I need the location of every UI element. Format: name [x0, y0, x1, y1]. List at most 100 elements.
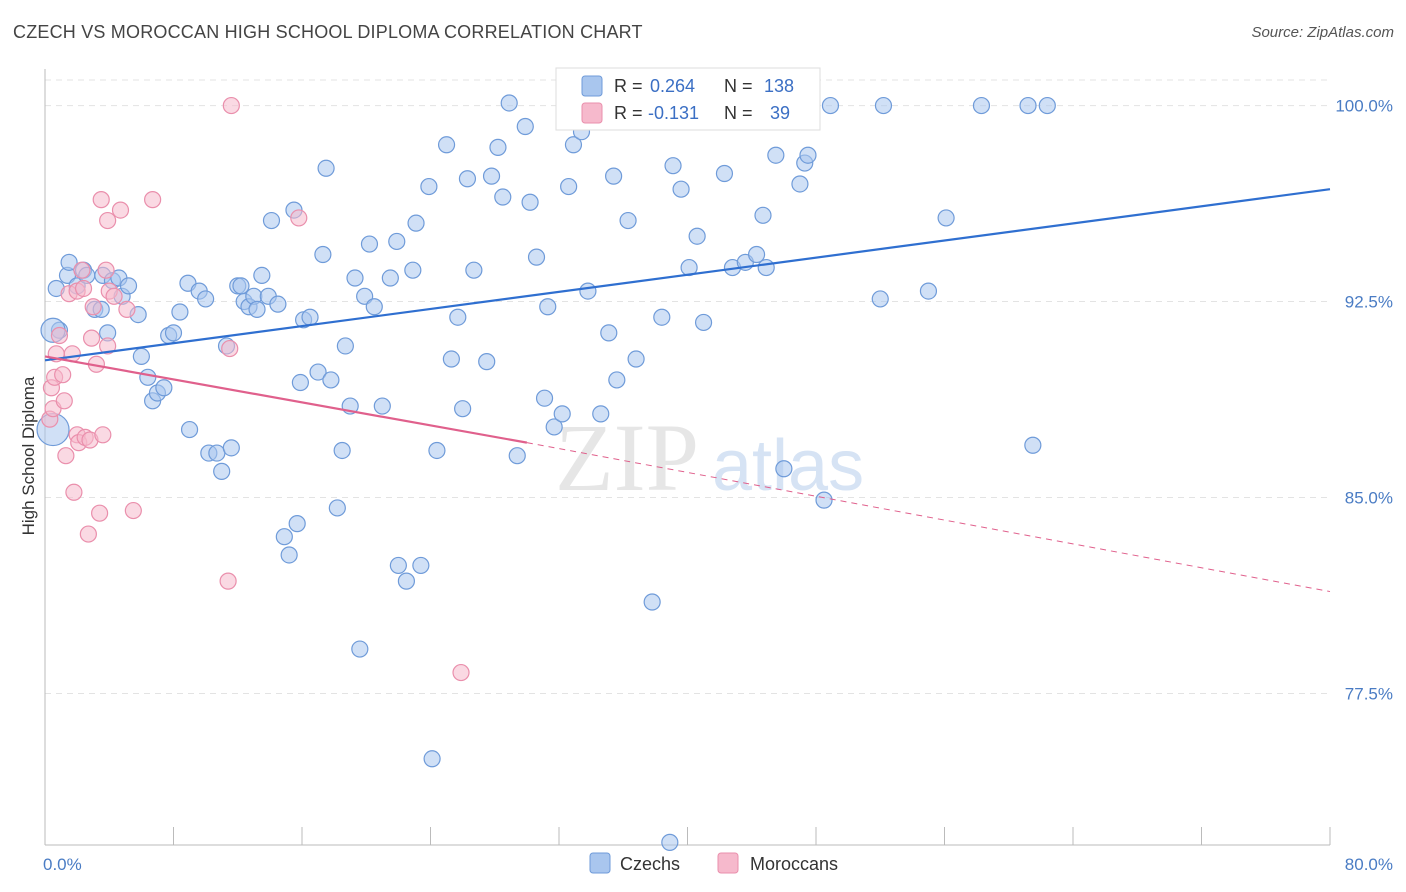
- czech-point: [661, 833, 679, 851]
- legend-moroccan-n-value: 39: [770, 103, 790, 123]
- czech-point: [1019, 96, 1037, 115]
- moroccan-point: [290, 209, 308, 227]
- czech-point: [208, 444, 226, 462]
- czech-point: [262, 211, 281, 230]
- moroccan-point: [124, 501, 142, 520]
- legend-moroccan-r-value: -0.131: [648, 103, 699, 123]
- czech-point: [420, 177, 438, 196]
- czech-point: [336, 337, 354, 355]
- moroccan-point: [144, 191, 162, 209]
- moroccan-point: [99, 337, 117, 355]
- czech-point: [412, 556, 430, 575]
- bottom-legend-czech-label: Czechs: [620, 854, 680, 874]
- czech-point: [301, 308, 319, 326]
- moroccan-point: [221, 339, 239, 358]
- czech-point: [521, 193, 539, 211]
- czech-point: [454, 400, 472, 418]
- czech-point: [489, 138, 507, 156]
- czech-point: [373, 397, 391, 415]
- czech-point: [579, 282, 597, 300]
- czech-point: [314, 245, 332, 264]
- czech-point: [275, 528, 293, 546]
- moroccan-point: [92, 191, 110, 209]
- trend-lines: [44, 188, 1331, 593]
- czech-point: [346, 269, 364, 287]
- czech-point: [874, 96, 893, 115]
- czech-point: [333, 441, 351, 460]
- moroccan-trend-line: [44, 355, 528, 444]
- czech-point: [465, 261, 483, 279]
- moroccan-point: [57, 447, 75, 465]
- czech-point: [694, 313, 713, 332]
- x-tick-label: 0.0%: [43, 855, 82, 874]
- moroccan-point: [91, 504, 109, 522]
- czech-point: [407, 214, 425, 232]
- czech-point: [815, 491, 833, 509]
- moroccan-trend-extension: [526, 442, 1331, 593]
- czech-point: [132, 347, 150, 366]
- czech-point: [437, 136, 456, 154]
- y-axis-label: High School Diploma: [19, 376, 38, 535]
- moroccan-point: [65, 483, 83, 501]
- moroccan-point: [94, 426, 112, 444]
- czech-point: [360, 235, 379, 253]
- czech-point: [791, 175, 809, 193]
- y-tick-label: 100.0%: [1335, 97, 1393, 116]
- czech-point: [428, 441, 446, 460]
- czech-point: [527, 248, 546, 266]
- czech-point: [553, 405, 571, 423]
- czech-point: [643, 593, 661, 611]
- czech-point: [799, 146, 817, 164]
- czech-point: [449, 308, 467, 326]
- czech-point: [482, 167, 501, 185]
- y-tick-label: 77.5%: [1345, 684, 1393, 703]
- czech-point: [600, 324, 618, 342]
- chart-source: Source: ZipAtlas.com: [1251, 24, 1394, 41]
- czech-point: [269, 295, 287, 313]
- czech-point: [381, 269, 399, 287]
- moroccan-point: [82, 329, 101, 347]
- series-legend: Czechs Moroccans: [589, 852, 838, 874]
- y-tick-label: 85.0%: [1345, 488, 1393, 507]
- czech-point: [478, 353, 496, 371]
- czech-point: [754, 206, 772, 224]
- correlation-legend: R = 0.264 N = 138 R = -0.131 N = 39: [555, 67, 821, 131]
- moroccan-point: [79, 525, 97, 543]
- czech-point: [388, 232, 406, 251]
- czech-point: [775, 460, 793, 478]
- gridlines: [45, 79, 1330, 694]
- moroccan-point: [111, 201, 130, 219]
- czech-point: [253, 266, 271, 285]
- czech-point: [747, 245, 766, 264]
- czech-point: [664, 157, 682, 175]
- czech-point: [291, 373, 309, 392]
- x-tick-labels: 0.0% 80.0%: [43, 855, 1393, 874]
- czech-point: [139, 368, 157, 386]
- watermark: ZIP atlas: [555, 404, 864, 511]
- legend-czech-r-label: R =: [614, 76, 643, 96]
- czech-point: [164, 324, 183, 342]
- czech-points: [36, 94, 1056, 851]
- moroccan-point: [73, 261, 91, 279]
- bottom-legend-moroccan-label: Moroccans: [750, 854, 838, 874]
- czech-point: [404, 261, 422, 279]
- czech-point: [972, 96, 991, 115]
- czech-point: [539, 298, 557, 316]
- czech-point: [317, 159, 335, 177]
- bottom-legend-czech-swatch: [589, 852, 611, 874]
- czech-point: [937, 209, 955, 227]
- czech-point: [592, 405, 610, 423]
- czech-point: [423, 750, 441, 768]
- czech-point: [309, 363, 327, 381]
- czech-point: [500, 94, 518, 112]
- legend-moroccan-swatch: [581, 102, 603, 124]
- czech-point: [119, 277, 138, 295]
- x-tick-label: 80.0%: [1345, 855, 1393, 874]
- czech-point: [564, 136, 583, 154]
- moroccan-point: [84, 298, 102, 316]
- legend-moroccan-r-label: R =: [614, 103, 643, 123]
- czech-point: [767, 146, 785, 164]
- czech-point: [608, 371, 626, 389]
- czech-point: [288, 515, 306, 533]
